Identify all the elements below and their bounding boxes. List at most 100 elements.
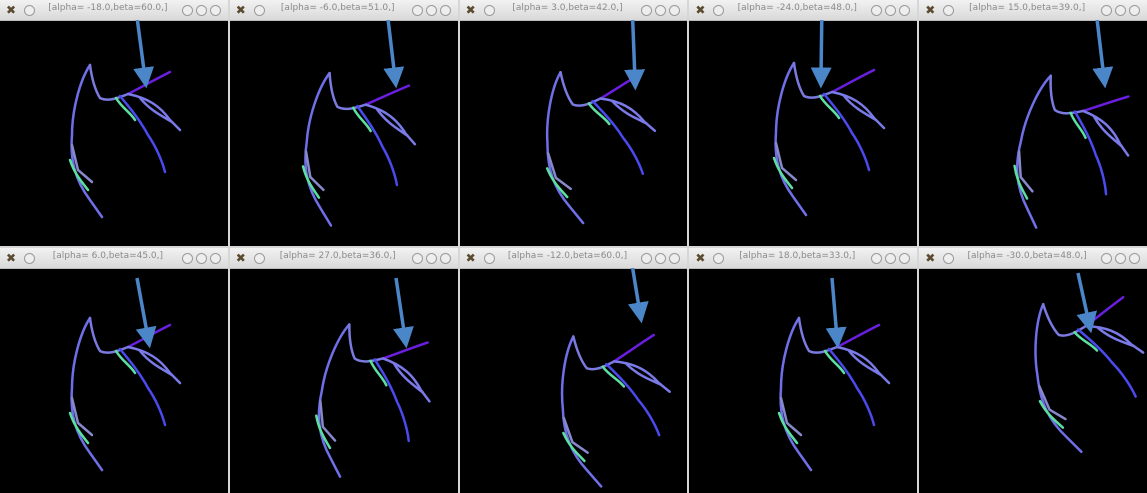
title-bar: ✖ [alpha= 18.0,beta=33.0,] (689, 247, 918, 269)
minimize-button[interactable] (411, 5, 423, 16)
app-window: ✖ [alpha= -12.0,beta=60.0,] (459, 247, 688, 493)
maximize-button[interactable] (885, 5, 897, 16)
vessel (601, 364, 625, 388)
vessel (126, 70, 172, 96)
window-title: [alpha= -12.0,beta=60.0,] (507, 250, 628, 261)
vessel (562, 416, 589, 454)
render-view (314, 277, 431, 478)
minimize-button[interactable] (411, 252, 423, 264)
app-icon[interactable]: ✖ (6, 250, 17, 265)
vessel (118, 94, 167, 174)
app-icon[interactable]: ✖ (695, 250, 706, 265)
vessel (138, 96, 174, 124)
vessel (118, 347, 167, 426)
vessel (328, 71, 367, 111)
menu-button[interactable] (713, 5, 725, 16)
close-button[interactable] (1129, 5, 1140, 16)
annotation-arrow (383, 20, 404, 89)
vessel (798, 316, 839, 354)
window-title: [alpha= -6.0,beta=51.0,] (280, 3, 395, 13)
minimize-button[interactable] (641, 252, 653, 264)
title-bar: ✖ [alpha= 15.0,beta=39.0,] (919, 0, 1147, 21)
vessel (70, 316, 104, 471)
maximize-button[interactable] (655, 5, 667, 16)
vessel (301, 165, 320, 199)
maximize-button[interactable] (195, 252, 207, 264)
title-bar: ✖ [alpha= -30.0,beta=48.0,] (919, 247, 1147, 269)
close-button[interactable] (1129, 252, 1140, 264)
app-window: ✖ [alpha= -30.0,beta=48.0,] (919, 247, 1147, 493)
vessel (364, 84, 410, 106)
vessel (68, 411, 90, 444)
app-icon[interactable]: ✖ (235, 3, 246, 17)
app-window: ✖ [alpha= -6.0,beta=51.0,] (229, 0, 458, 246)
menu-button[interactable] (943, 5, 955, 16)
minimize-button[interactable] (1101, 252, 1112, 264)
vessel (819, 94, 841, 120)
vessel (823, 92, 871, 172)
maximize-button[interactable] (195, 5, 207, 16)
minimize-button[interactable] (871, 5, 883, 16)
vessel (88, 63, 130, 101)
vessel (836, 323, 881, 348)
menu-button[interactable] (943, 252, 955, 264)
vessel (351, 106, 372, 133)
app-icon[interactable]: ✖ (695, 3, 706, 17)
vessel (304, 150, 325, 192)
menu-button[interactable] (253, 5, 265, 16)
close-button[interactable] (439, 5, 451, 16)
menu-button[interactable] (253, 252, 265, 264)
app-icon[interactable]: ✖ (925, 3, 936, 17)
vessel-tree (301, 71, 416, 227)
app-window: ✖ [alpha= 6.0,beta=45.0,] (0, 247, 228, 493)
menu-button[interactable] (483, 5, 495, 16)
vessel (355, 104, 399, 187)
maximize-button[interactable] (885, 252, 897, 264)
minimize-button[interactable] (181, 252, 193, 264)
vessel (773, 156, 794, 190)
app-window: ✖ [alpha= 27.0,beta=36.0,] (229, 247, 458, 493)
app-icon[interactable]: ✖ (465, 3, 476, 17)
annotation-arrow (133, 20, 155, 89)
vessel (88, 316, 130, 354)
vessel (774, 61, 808, 217)
maximize-button[interactable] (655, 252, 667, 264)
close-button[interactable] (669, 5, 681, 16)
close-button[interactable] (669, 252, 681, 264)
vessel (70, 63, 104, 219)
app-icon[interactable]: ✖ (235, 250, 246, 265)
annotation-arrow (392, 277, 414, 348)
menu-button[interactable] (713, 252, 725, 264)
close-button[interactable] (209, 252, 221, 264)
maximize-button[interactable] (425, 252, 437, 264)
minimize-button[interactable] (871, 252, 883, 264)
maximize-button[interactable] (425, 5, 437, 16)
vessel (114, 349, 137, 374)
vessel-tree (545, 71, 656, 225)
vessel (793, 61, 834, 99)
title-bar: ✖ [alpha= -24.0,beta=48.0,] (689, 0, 918, 21)
vessel (1038, 399, 1065, 429)
minimize-button[interactable] (181, 5, 193, 16)
vessel-tree (68, 63, 182, 219)
close-button[interactable] (899, 252, 911, 264)
menu-button[interactable] (24, 5, 35, 16)
menu-button[interactable] (483, 252, 495, 264)
close-button[interactable] (439, 252, 451, 264)
minimize-button[interactable] (1101, 5, 1112, 16)
vessel (392, 362, 424, 394)
close-button[interactable] (209, 5, 221, 16)
window-title: [alpha= 3.0,beta=42.0,] (512, 3, 623, 13)
app-icon[interactable]: ✖ (925, 250, 936, 265)
menu-button[interactable] (24, 252, 35, 264)
minimize-button[interactable] (641, 5, 653, 16)
window-title: [alpha= -30.0,beta=48.0,] (967, 250, 1087, 261)
maximize-button[interactable] (1115, 5, 1126, 16)
close-button[interactable] (899, 5, 911, 16)
maximize-button[interactable] (1115, 252, 1126, 264)
render-view (1034, 272, 1145, 453)
app-icon[interactable]: ✖ (465, 250, 476, 265)
vessel (604, 362, 660, 436)
app-icon[interactable]: ✖ (6, 3, 17, 17)
vessel (1034, 302, 1083, 453)
